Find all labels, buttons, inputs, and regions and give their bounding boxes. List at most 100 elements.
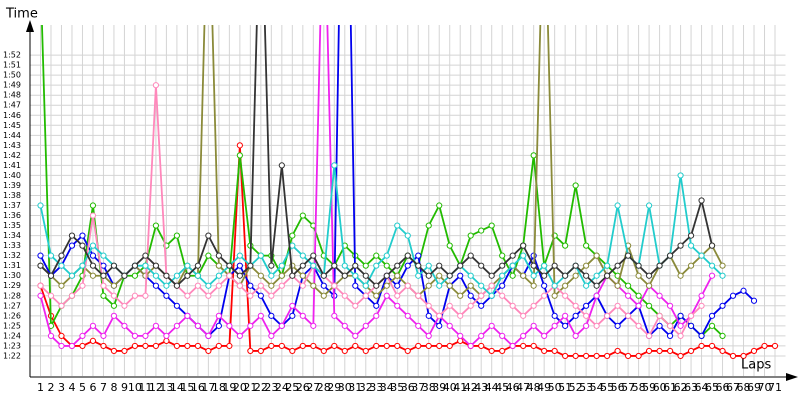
lap-marker [278,282,285,289]
x-tick-label: 37 [411,381,425,394]
lap-marker [562,352,569,360]
lap-marker [551,262,558,269]
lap-marker [152,282,160,289]
x-tick-label: 48 [527,381,541,394]
x-tick-label: 51 [558,381,572,394]
lap-marker [687,322,695,329]
lap-marker [236,282,243,289]
lap-marker [289,347,296,355]
lap-marker [698,342,705,350]
lap-marker [719,347,726,355]
lap-marker [373,302,380,309]
y-tick-label: 1:24 [3,331,21,340]
lap-marker [677,172,684,179]
lap-marker [215,322,222,329]
lap-marker [436,322,443,329]
lap-marker [478,342,485,350]
x-tick-label: 68 [737,381,751,394]
lap-marker [394,282,401,289]
lap-marker [719,332,726,339]
lap-marker [425,262,432,269]
lap-marker [278,272,285,279]
lap-marker [509,272,516,279]
lap-marker [142,332,149,339]
x-tick-label: 54 [590,381,604,394]
y-tick-label: 1:38 [3,191,21,200]
lap-marker [488,292,495,299]
lap-marker [226,272,233,279]
y-tick-label: 1:46 [3,111,21,120]
series-line [39,85,703,338]
lap-marker [478,227,485,234]
lap-marker [562,322,569,329]
lap-marker [708,272,716,279]
lap-marker [457,337,464,344]
x-tick-label: 50 [548,381,562,394]
lap-marker [278,342,285,350]
lap-marker [478,292,485,299]
lap-marker [478,302,485,309]
y-tick-label: 1:25 [3,321,21,330]
x-tick-label: 19 [222,381,236,394]
lap-marker [708,322,716,329]
x-tick-label: 47 [516,381,530,394]
lap-marker [226,262,233,269]
lap-marker [614,302,621,309]
lap-marker [68,232,76,239]
lap-marker [383,342,390,350]
lap-marker [320,347,327,355]
y-tick-label: 1:29 [3,281,21,290]
lap-marker [383,262,390,269]
lap-marker [131,292,139,299]
lap-marker [110,312,118,319]
lap-marker [205,282,212,289]
lap-marker [89,242,97,249]
lap-marker [68,272,76,279]
lap-marker [572,262,579,269]
lap-marker [58,342,65,350]
lap-marker [488,272,495,279]
lap-marker [604,262,611,269]
lap-marker [257,282,264,289]
lap-marker [583,352,590,360]
lap-marker [79,282,86,289]
lap-marker [331,282,338,289]
lap-marker [499,282,506,289]
lap-marker [541,262,548,269]
lap-marker [645,202,653,209]
y-axis-title: Time [5,7,38,22]
lap-marker [268,342,275,350]
lap-marker [530,262,537,269]
x-tick-label: 67 [726,381,740,394]
lap-marker [583,282,590,289]
lap-marker [100,272,107,279]
lap-marker [520,242,527,249]
x-tick-label: 3 [58,381,65,394]
lap-marker [394,342,401,350]
x-tick-label: 7 [100,381,107,394]
lap-marker [289,302,296,309]
lap-marker [708,312,716,319]
lap-marker [215,342,222,350]
lap-marker [520,252,527,259]
lap-marker [698,197,705,204]
lap-marker [499,262,506,269]
lap-marker [541,332,548,339]
lap-marker [89,272,97,279]
lap-marker [415,342,422,350]
lap-marker [320,282,327,289]
lap-marker [446,322,453,329]
lap-marker [666,252,674,259]
lap-marker [677,332,684,339]
lap-marker [152,272,160,279]
lap-marker [142,252,149,259]
lap-marker [467,232,474,239]
x-tick-label: 12 [149,381,163,394]
x-tick-label: 56 [611,381,625,394]
y-tick-label: 1:51 [3,61,21,70]
lap-marker [163,272,170,279]
lap-marker [530,302,537,309]
lap-marker [425,342,432,350]
lap-marker [394,302,401,309]
lap-marker [215,282,222,289]
